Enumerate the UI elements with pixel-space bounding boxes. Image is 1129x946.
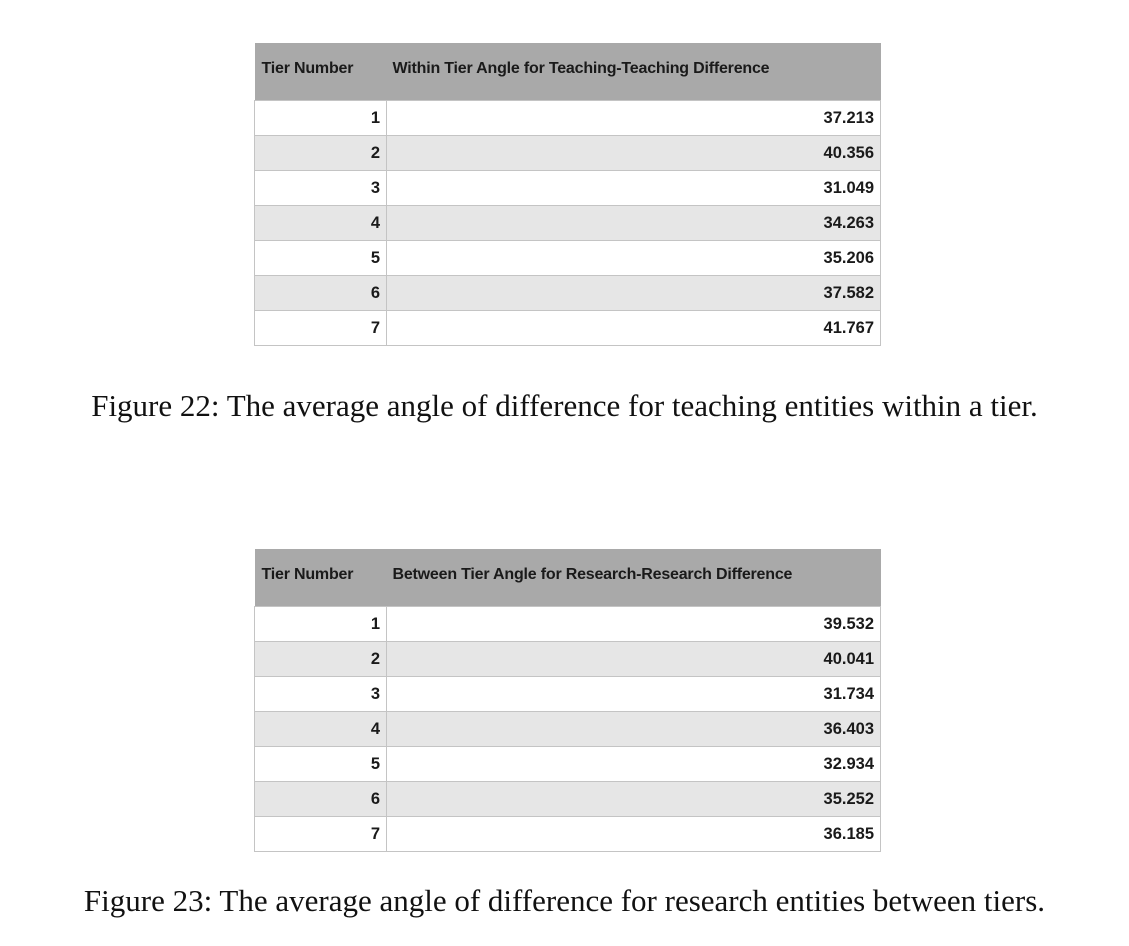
angle-value-cell: 32.934 [386,746,881,782]
column-header-tier-number: Tier Number [254,43,387,101]
table-row: 1 37.213 [254,100,881,136]
table-row: 7 36.185 [254,816,881,852]
angle-value-cell: 37.582 [386,275,881,311]
table-row: 2 40.041 [254,641,881,677]
tier-number-cell: 4 [254,205,387,241]
angle-value-cell: 31.734 [386,676,881,712]
angle-value-cell: 40.041 [386,641,881,677]
table-row: 1 39.532 [254,606,881,642]
table-row: 5 32.934 [254,746,881,782]
column-header-angle: Within Tier Angle for Teaching-Teaching … [386,43,881,101]
tier-number-cell: 2 [254,135,387,171]
table-header-row: Tier Number Within Tier Angle for Teachi… [254,43,881,101]
table-row: 3 31.734 [254,676,881,712]
tier-number-cell: 6 [254,275,387,311]
angle-value-cell: 39.532 [386,606,881,642]
tier-number-cell: 7 [254,310,387,346]
column-header-tier-number: Tier Number [254,549,387,607]
tier-number-cell: 1 [254,100,387,136]
tier-number-cell: 2 [254,641,387,677]
tier-number-cell: 3 [254,170,387,206]
angle-value-cell: 41.767 [386,310,881,346]
table-header-row: Tier Number Between Tier Angle for Resea… [254,549,881,607]
tier-number-cell: 5 [254,746,387,782]
angle-value-cell: 35.206 [386,240,881,276]
tier-number-cell: 1 [254,606,387,642]
figure-23-caption: Figure 23: The average angle of differen… [83,883,1046,918]
tier-number-cell: 3 [254,676,387,712]
tier-number-cell: 7 [254,816,387,852]
table-row: 3 31.049 [254,170,881,206]
table-row: 4 34.263 [254,205,881,241]
tier-number-cell: 5 [254,240,387,276]
table-row: 7 41.767 [254,310,881,346]
angle-value-cell: 40.356 [386,135,881,171]
column-header-angle: Between Tier Angle for Research-Research… [386,549,881,607]
angle-value-cell: 35.252 [386,781,881,817]
figure-22-table: Tier Number Within Tier Angle for Teachi… [254,43,881,346]
table-row: 5 35.206 [254,240,881,276]
table-row: 4 36.403 [254,711,881,747]
table-row: 2 40.356 [254,135,881,171]
tier-number-cell: 6 [254,781,387,817]
angle-value-cell: 31.049 [386,170,881,206]
figure-23-table: Tier Number Between Tier Angle for Resea… [254,549,881,852]
angle-value-cell: 37.213 [386,100,881,136]
angle-value-cell: 34.263 [386,205,881,241]
tier-number-cell: 4 [254,711,387,747]
angle-value-cell: 36.185 [386,816,881,852]
figure-22-caption: Figure 22: The average angle of differen… [91,388,1038,423]
table-row: 6 37.582 [254,275,881,311]
angle-value-cell: 36.403 [386,711,881,747]
table-row: 6 35.252 [254,781,881,817]
